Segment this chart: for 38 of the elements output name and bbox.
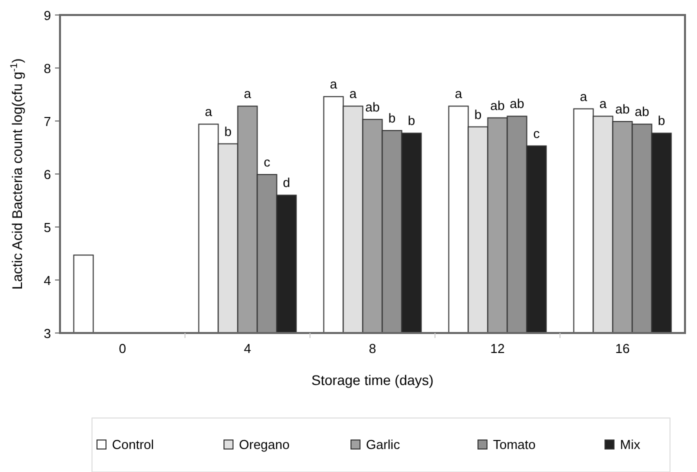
legend-label: Oregano bbox=[239, 437, 290, 452]
data-label: a bbox=[580, 88, 588, 104]
data-label: a bbox=[599, 96, 608, 112]
data-label: ab bbox=[365, 99, 380, 114]
x-tick-label: 8 bbox=[368, 341, 376, 356]
legend-label: Tomato bbox=[493, 437, 536, 452]
data-label: b bbox=[408, 113, 416, 128]
data-label: b bbox=[224, 124, 232, 139]
data-label: a bbox=[204, 104, 213, 120]
data-label: ab bbox=[615, 102, 630, 117]
data-label: c bbox=[533, 126, 540, 141]
y-tick-label: 8 bbox=[44, 61, 51, 76]
x-tick-label: 12 bbox=[490, 341, 505, 356]
x-axis-title: Storage time (days) bbox=[311, 372, 434, 388]
y-tick-label: 3 bbox=[44, 326, 51, 341]
data-label: a bbox=[454, 86, 463, 102]
y-tick-label: 9 bbox=[44, 8, 51, 23]
y-tick-label: 6 bbox=[44, 167, 51, 182]
data-label: a bbox=[349, 86, 358, 102]
data-label: b bbox=[388, 110, 396, 126]
data-label: a bbox=[330, 76, 338, 92]
legend-label: Mix bbox=[620, 437, 641, 452]
y-tick-label: 7 bbox=[44, 114, 51, 129]
y-tick-label: 5 bbox=[44, 220, 51, 235]
data-label: c bbox=[264, 154, 271, 170]
data-label: b bbox=[658, 113, 666, 128]
x-tick-label: 4 bbox=[244, 341, 252, 356]
legend-label: Garlic bbox=[366, 437, 400, 452]
data-label: ab bbox=[634, 104, 650, 120]
data-label: ab bbox=[490, 98, 505, 113]
data-label: ab bbox=[510, 96, 524, 112]
x-tick-label: 16 bbox=[615, 341, 630, 356]
y-tick-label: 4 bbox=[44, 273, 51, 288]
x-tick-label: 0 bbox=[118, 341, 126, 356]
legend-label: Control bbox=[112, 437, 154, 452]
data-label: d bbox=[282, 175, 290, 190]
data-label: b bbox=[474, 106, 482, 122]
data-label: a bbox=[244, 86, 252, 102]
